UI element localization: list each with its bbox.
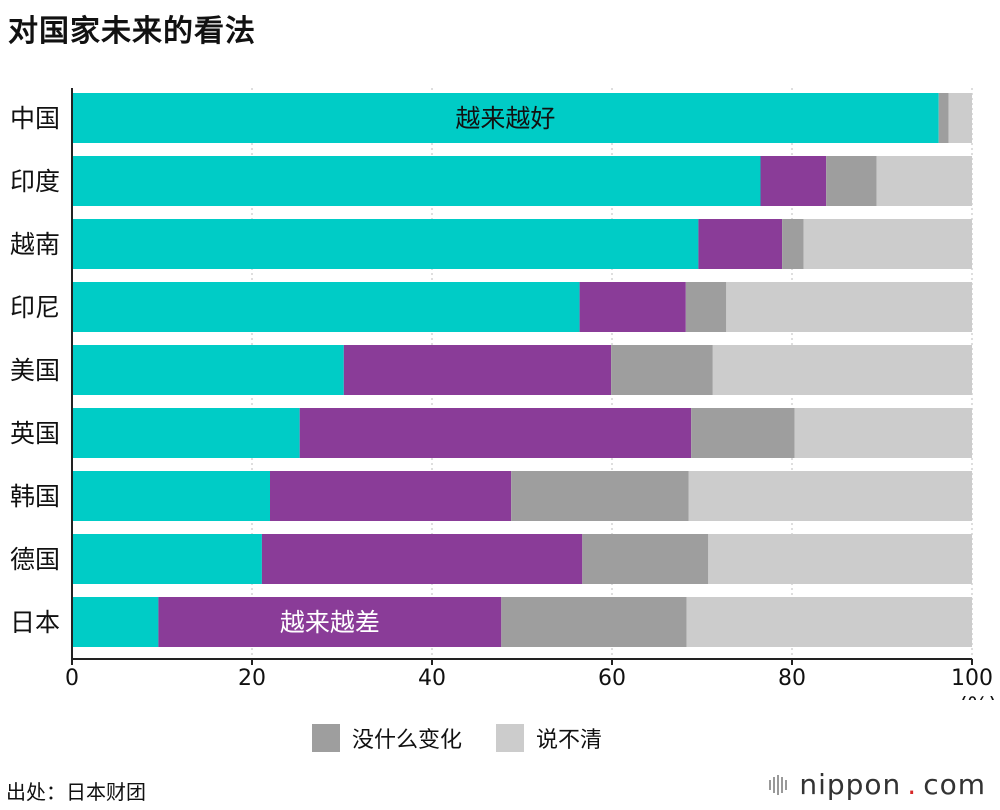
bar-worse-4 (343, 345, 612, 395)
x-tick-label: 60 (598, 666, 626, 691)
x-tick-label: 20 (238, 666, 266, 691)
legend-label-no-change: 没什么变化 (352, 728, 463, 753)
nippon-logo-icon (769, 774, 788, 795)
bar-no-change-4 (611, 345, 713, 395)
bar-unsure-3 (726, 282, 972, 332)
legend-item-unsure: 说不清 (496, 722, 602, 754)
bar-unsure-7 (708, 534, 972, 584)
bar-worse-8 (158, 597, 502, 647)
category-label: 英国 (10, 419, 60, 448)
category-label: 德国 (10, 545, 60, 574)
legend-item-no-change: 没什么变化 (312, 722, 462, 754)
bar-better-1 (72, 156, 761, 206)
bar-no-change-0 (938, 93, 949, 143)
bar-worse-2 (698, 219, 783, 269)
category-label: 中国 (10, 104, 60, 133)
bar-better-3 (72, 282, 580, 332)
brand-name: nippon (799, 768, 902, 801)
legend-swatch-no-change (312, 724, 340, 752)
chart-title: 对国家未来的看法 (8, 14, 256, 49)
bar-better-4 (72, 345, 344, 395)
bar-no-change-8 (501, 597, 687, 647)
nippon-logo[interactable]: nippon. com (767, 768, 986, 801)
bar-no-change-7 (582, 534, 709, 584)
x-axis-unit: (%) (959, 694, 997, 700)
bar-no-change-5 (691, 408, 795, 458)
x-tick-label: 0 (65, 666, 79, 691)
bar-no-change-3 (685, 282, 727, 332)
legend-label-unsure: 说不清 (536, 728, 603, 753)
legend: 没什么变化 说不清 (312, 722, 602, 754)
bar-better-2 (72, 219, 699, 269)
category-label: 美国 (10, 356, 60, 385)
category-label: 日本 (10, 608, 60, 637)
category-label: 韩国 (10, 482, 60, 511)
source-note: 出处：日本财团 (6, 780, 146, 804)
bar-better-7 (72, 534, 262, 584)
bar-unsure-1 (876, 156, 972, 206)
category-label: 印尼 (10, 293, 60, 322)
brand-suffix: com (923, 768, 986, 801)
legend-swatch-unsure (496, 724, 525, 752)
bar-better-0 (72, 93, 939, 143)
bar-unsure-4 (712, 345, 972, 395)
bar-worse-7 (261, 534, 583, 584)
bar-worse-3 (579, 282, 686, 332)
brand-dot: . (907, 768, 918, 801)
bar-worse-1 (760, 156, 827, 206)
category-label: 越南 (10, 230, 60, 259)
bar-no-change-2 (782, 219, 804, 269)
bar-unsure-6 (688, 471, 972, 521)
bar-no-change-6 (511, 471, 689, 521)
bar-unsure-0 (948, 93, 972, 143)
bar-worse-5 (299, 408, 692, 458)
bar-unsure-8 (686, 597, 972, 647)
bar-better-6 (72, 471, 270, 521)
inline-series-label-1: 越来越差 (280, 608, 380, 637)
bar-better-5 (72, 408, 300, 458)
inline-series-label-0: 越来越好 (455, 104, 555, 133)
bar-worse-6 (270, 471, 512, 521)
x-tick-label: 100 (951, 666, 993, 691)
x-tick-label: 80 (778, 666, 806, 691)
category-label: 印度 (10, 167, 60, 196)
bar-unsure-5 (794, 408, 972, 458)
bar-no-change-1 (826, 156, 877, 206)
bar-better-8 (72, 597, 159, 647)
x-tick-label: 40 (418, 666, 446, 691)
bar-unsure-2 (803, 219, 972, 269)
